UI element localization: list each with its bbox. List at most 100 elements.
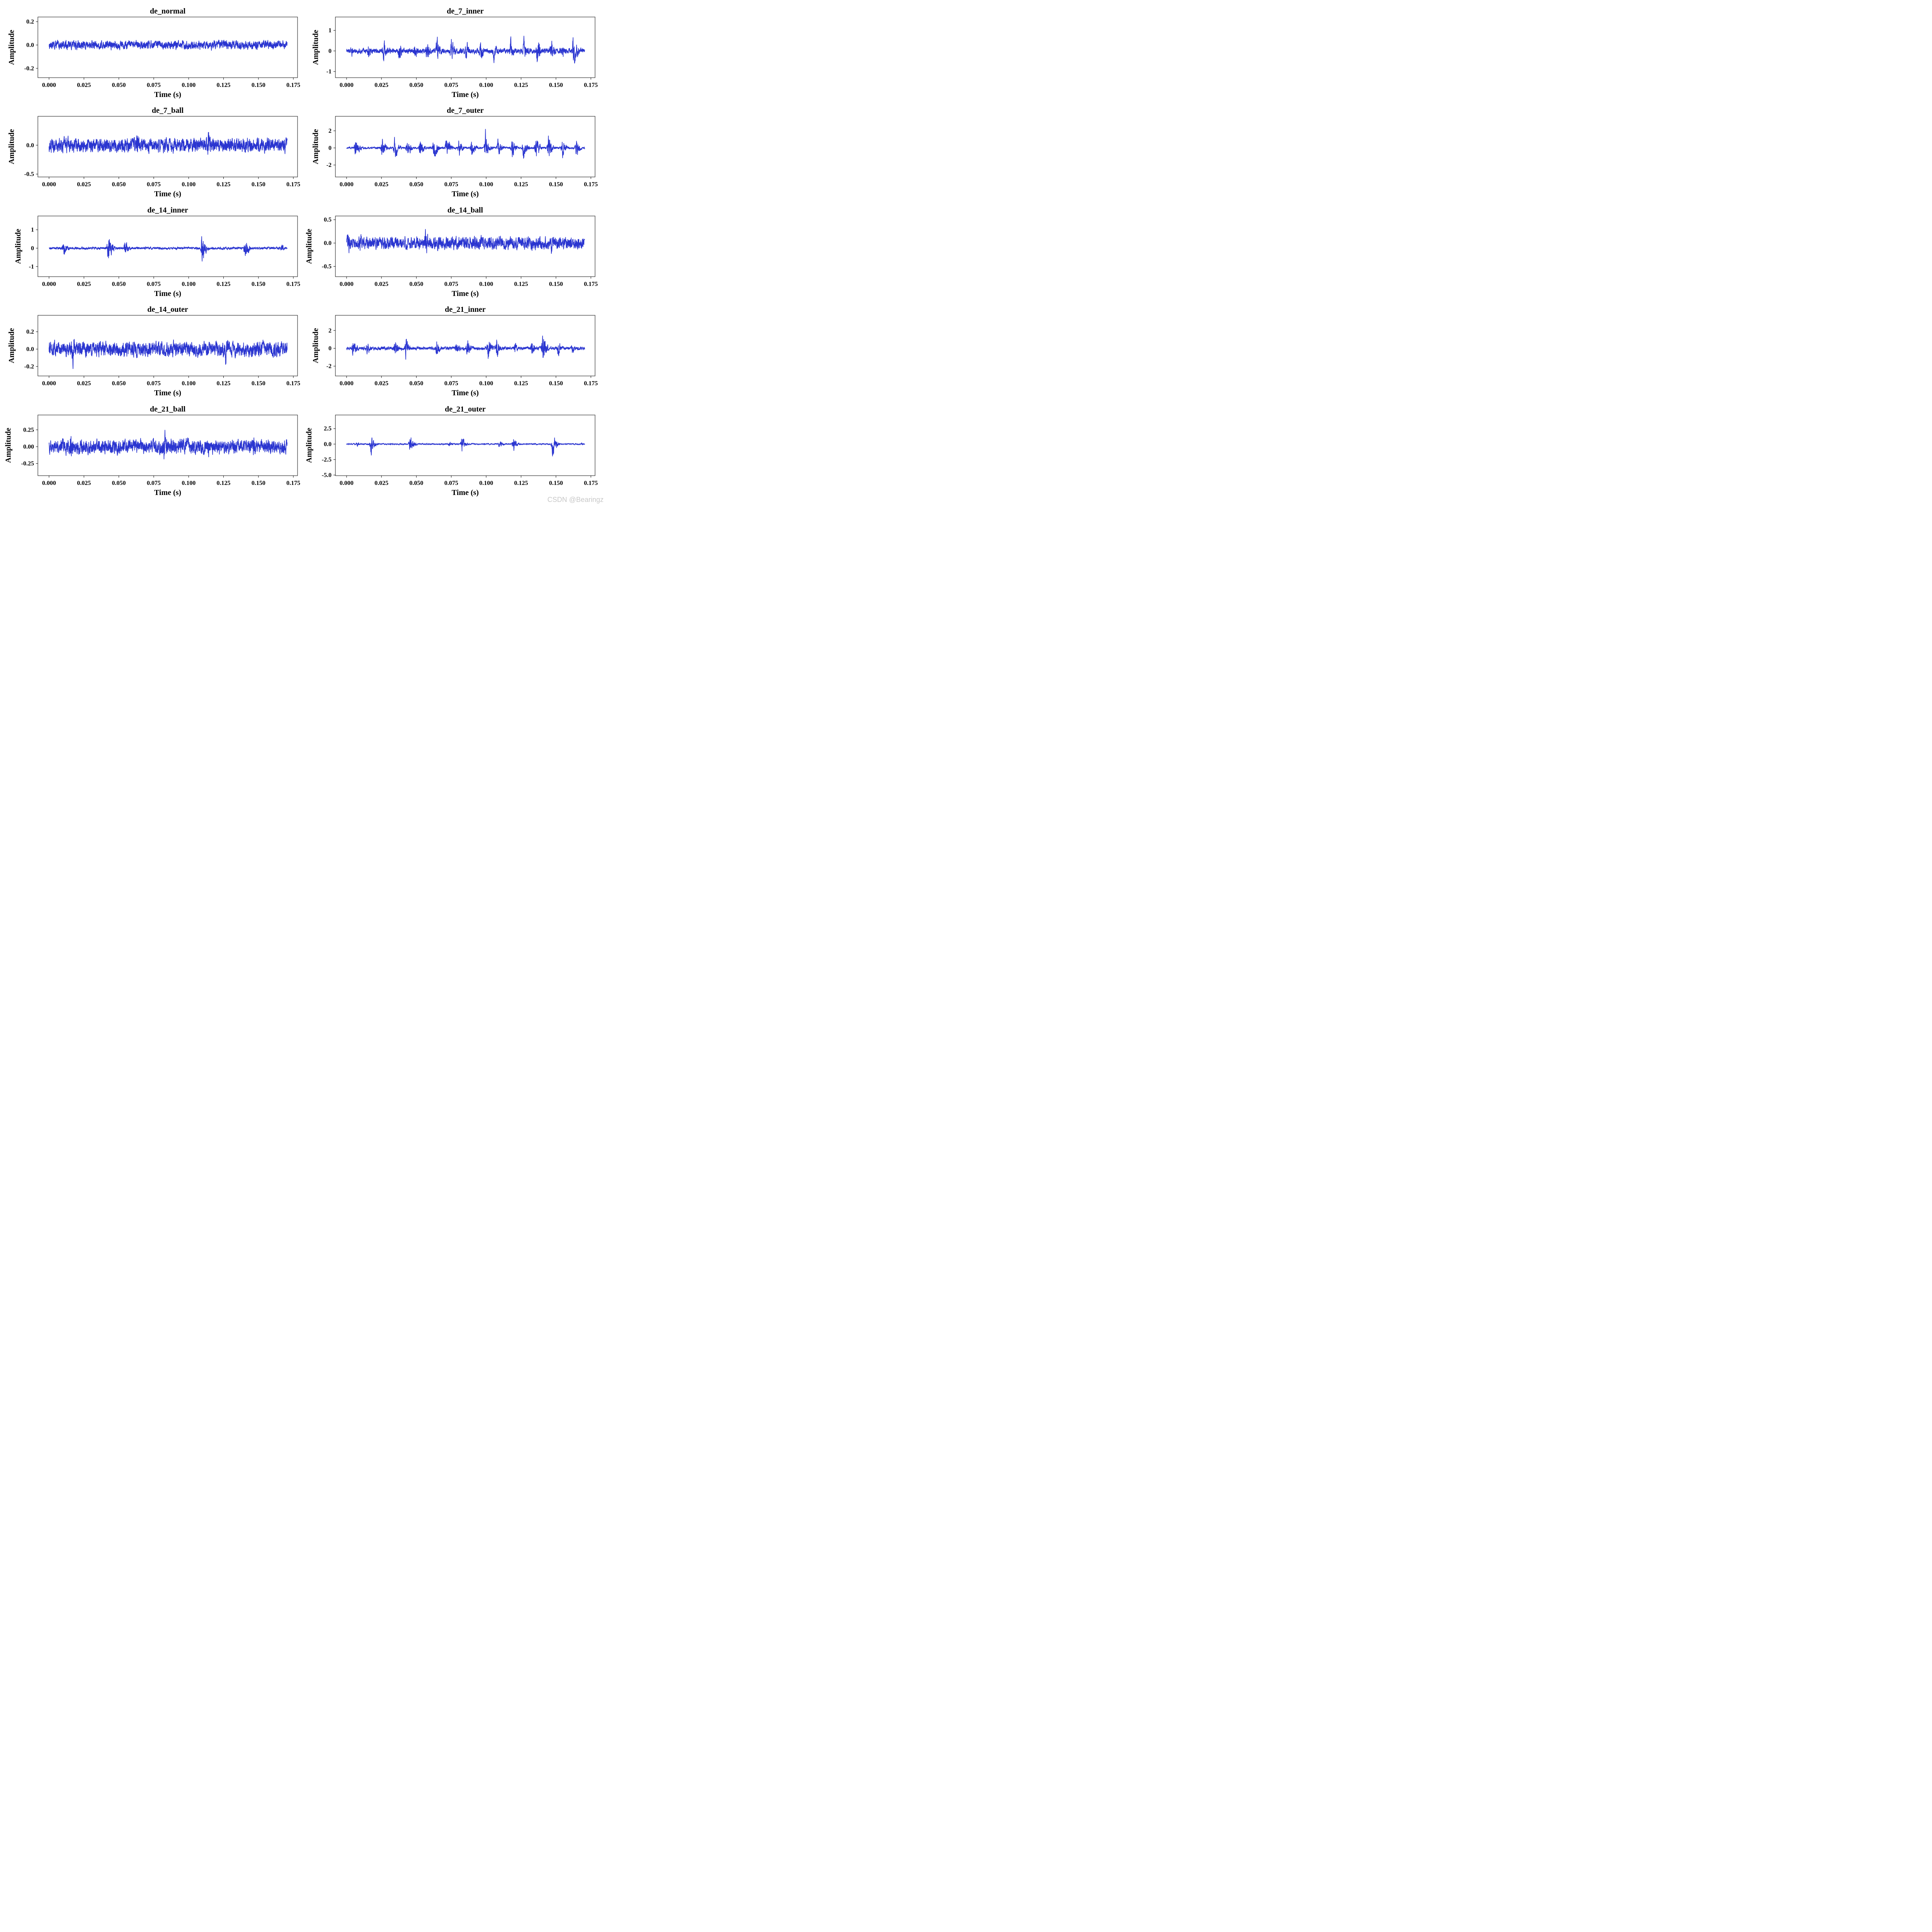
y-axis-label: Amplitude	[4, 428, 13, 463]
subplot-de-14-inner: de_14_inner 0.000 0.025 0.050 0.075 0.100 0.12…	[14, 206, 300, 298]
x-tick-label: 0.150	[549, 480, 563, 486]
y-tick-label: -2.5	[322, 456, 332, 463]
subplot-de-14-ball: de_14_ball 0.000 0.025 0.050 0.075 0.100 0.125…	[305, 206, 598, 298]
x-tick-label: 0.125	[514, 380, 528, 387]
x-tick-label: 0.175	[584, 82, 598, 88]
y-tick-label: 0.2	[26, 329, 34, 335]
x-tick-label: 0.025	[374, 380, 388, 387]
x-tick-label: 0.075	[147, 281, 161, 287]
subplot-title: de_7_outer	[447, 106, 484, 115]
x-tick-label: 0.025	[77, 82, 91, 88]
x-axis-label: Time (s)	[154, 90, 181, 99]
x-tick-label: 0.175	[286, 82, 300, 88]
x-tick-label: 0.025	[77, 281, 91, 287]
x-axis-label: Time (s)	[154, 190, 181, 198]
subplot-de-21-ball: de_21_ball 0.000 0.025 0.050 0.075 0.100 0.125…	[4, 405, 301, 497]
x-tick-label: 0.075	[444, 82, 458, 88]
signal-line	[49, 430, 288, 459]
y-axis-label: Amplitude	[311, 129, 320, 164]
subplot-title: de_21_ball	[150, 405, 186, 413]
x-tick-label: 0.150	[252, 82, 265, 88]
y-tick-label: 0.00	[23, 444, 34, 450]
x-tick-label: 0.175	[584, 281, 598, 287]
x-tick-label: 0.000	[340, 181, 354, 188]
x-tick-label: 0.025	[374, 281, 388, 287]
x-tick-label: 0.025	[374, 181, 388, 188]
x-tick-label: 0.125	[217, 480, 231, 486]
y-tick-label: 0.25	[23, 427, 34, 433]
y-tick-label: -0.5	[322, 263, 332, 270]
subplot-de-7-ball: de_7_ball 0.000 0.025 0.050 0.075 0.100 0.125 0…	[7, 106, 300, 198]
y-tick-label: 2	[328, 327, 332, 334]
y-axis-label: Amplitude	[14, 229, 22, 264]
y-tick-label: 0.5	[324, 217, 332, 223]
y-tick-label: -0.2	[24, 363, 34, 370]
x-tick-label: 0.150	[252, 181, 265, 188]
y-tick-label: -2	[327, 363, 332, 370]
x-tick-label: 0.025	[374, 82, 388, 88]
x-axis-label: Time (s)	[154, 289, 181, 298]
x-tick-label: 0.150	[252, 480, 265, 486]
x-tick-label: 0.000	[42, 181, 56, 188]
x-tick-label: 0.000	[42, 281, 56, 287]
y-tick-label: -1	[327, 68, 332, 75]
x-tick-label: 0.100	[479, 480, 493, 486]
y-axis-label: Amplitude	[305, 428, 313, 463]
x-tick-label: 0.150	[549, 281, 563, 287]
signal-line	[49, 39, 287, 51]
y-tick-label: -0.2	[24, 65, 34, 72]
x-tick-label: 0.050	[410, 380, 423, 387]
y-axis-label: Amplitude	[7, 129, 16, 164]
x-axis-label: Time (s)	[452, 190, 479, 198]
x-tick-label: 0.075	[444, 281, 458, 287]
y-tick-label: 0.0	[26, 142, 34, 149]
axes-frame	[37, 216, 298, 277]
x-tick-label: 0.175	[584, 480, 598, 486]
x-tick-label: 0.100	[479, 181, 493, 188]
y-tick-label: -0.5	[24, 171, 34, 178]
y-tick-label: 0	[328, 48, 332, 54]
x-tick-label: 0.000	[42, 82, 56, 88]
x-tick-label: 0.075	[147, 82, 161, 88]
x-axis-label: Time (s)	[452, 90, 479, 99]
y-tick-label: 0	[328, 145, 332, 151]
y-tick-label: 0.0	[26, 42, 34, 48]
signal-line	[346, 36, 585, 64]
subplot-title: de_14_outer	[147, 305, 188, 314]
x-tick-label: 0.100	[182, 380, 196, 387]
subplot-title: de_14_inner	[147, 206, 188, 214]
x-tick-label: 0.100	[182, 480, 196, 486]
x-tick-label: 0.150	[549, 181, 563, 188]
x-tick-label: 0.150	[252, 380, 265, 387]
x-tick-label: 0.075	[147, 380, 161, 387]
y-tick-label: 0.0	[26, 346, 34, 352]
x-tick-label: 0.075	[444, 480, 458, 486]
signal-line	[346, 129, 585, 159]
x-tick-label: 0.100	[479, 281, 493, 287]
x-tick-label: 0.150	[252, 281, 265, 287]
x-axis-label: Time (s)	[154, 488, 181, 497]
x-tick-label: 0.100	[479, 82, 493, 88]
axes-frame	[335, 17, 595, 78]
x-tick-label: 0.000	[340, 480, 354, 486]
x-tick-label: 0.025	[77, 181, 91, 188]
x-tick-label: 0.025	[374, 480, 388, 486]
subplot-de-14-outer: de_14_outer 0.000 0.025 0.050 0.075 0.100 0.12…	[7, 305, 300, 397]
subplot-title: de_7_ball	[152, 106, 184, 115]
x-tick-label: 0.100	[182, 181, 196, 188]
x-tick-label: 0.050	[112, 181, 126, 188]
x-tick-label: 0.050	[410, 181, 423, 188]
x-tick-label: 0.050	[112, 480, 126, 486]
x-tick-label: 0.125	[514, 82, 528, 88]
signal-line	[346, 335, 585, 360]
axes-frame	[37, 315, 298, 376]
y-tick-label: -1	[29, 264, 34, 270]
y-tick-label: -5.0	[322, 472, 332, 478]
y-tick-label: 1	[31, 227, 34, 233]
y-tick-label: 2.5	[324, 425, 332, 432]
x-tick-label: 0.000	[42, 480, 56, 486]
subplot-title: de_14_ball	[447, 206, 483, 214]
signal-line	[49, 339, 288, 369]
y-tick-label: -2	[327, 162, 332, 168]
